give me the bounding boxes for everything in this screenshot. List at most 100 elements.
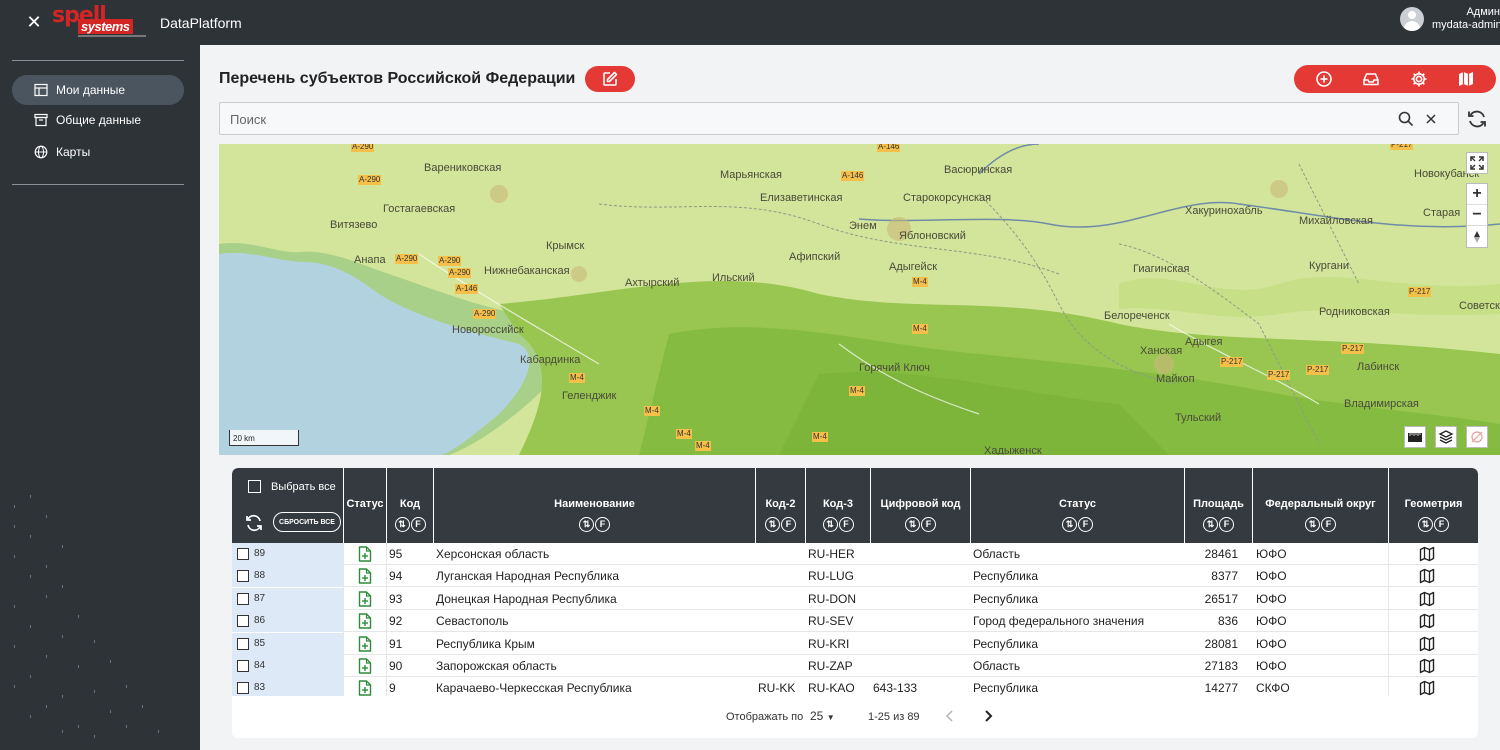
row-checkbox[interactable]: [237, 548, 249, 560]
reset-north-button[interactable]: [1467, 226, 1487, 247]
filter-icon[interactable]: F: [595, 517, 610, 532]
column-header-status[interactable]: Статус ⇅ F: [970, 468, 1184, 543]
avatar[interactable]: [1400, 7, 1424, 31]
sort-icon[interactable]: ⇅: [1305, 517, 1320, 532]
column-header-federal-district[interactable]: Федеральный округ ⇅ F: [1252, 468, 1388, 543]
filter-icon[interactable]: F: [838, 517, 854, 532]
select-all-checkbox[interactable]: [248, 480, 261, 493]
user-menu[interactable]: Админ mydata-admin: [1400, 6, 1500, 32]
reset-all-button[interactable]: СБРОСИТЬ ВСЕ: [273, 512, 341, 532]
cell-code3: RU-LUG: [808, 569, 855, 584]
table-row[interactable]: 85 91 Республика Крым RU-KRI Республика 28081…: [232, 632, 1478, 655]
row-checkbox[interactable]: [237, 637, 249, 650]
map-icon[interactable]: [1419, 658, 1435, 674]
table-row[interactable]: 84 90 Запорожская область RU-ZAP Область 2718…: [232, 655, 1478, 677]
clear-icon[interactable]: [1422, 110, 1440, 128]
inbox-button[interactable]: [1356, 66, 1386, 92]
page-size-select[interactable]: 25 ▼: [810, 709, 835, 723]
layers-button[interactable]: [1435, 426, 1457, 448]
column-header-area[interactable]: Площадь ⇅ F: [1184, 468, 1252, 543]
column-header-code3[interactable]: Код-3 ⇅ F: [805, 468, 870, 543]
map-icon[interactable]: [1419, 546, 1435, 562]
table-row[interactable]: 87 93 Донецкая Народная Республика RU-DON Ре…: [232, 587, 1478, 610]
sort-icon[interactable]: ⇅: [1203, 517, 1218, 532]
filter-icon[interactable]: F: [1078, 517, 1093, 532]
table-row[interactable]: 86 92 Севастополь RU-SEV Город федерального …: [232, 610, 1478, 633]
refresh-icon[interactable]: [1466, 108, 1488, 130]
sort-icon[interactable]: ⇅: [579, 517, 594, 532]
row-checkbox[interactable]: [237, 660, 249, 672]
row-checkbox[interactable]: [237, 682, 249, 695]
column-header-code[interactable]: Код ⇅ F: [386, 468, 433, 543]
filter-icon[interactable]: F: [781, 517, 796, 532]
sort-icon[interactable]: ⇅: [1062, 517, 1077, 532]
cell-status: Область: [973, 547, 1021, 561]
sort-icon[interactable]: ⇅: [905, 517, 920, 532]
fullscreen-button[interactable]: [1466, 152, 1488, 174]
map-icon[interactable]: [1419, 591, 1435, 607]
filter-icon[interactable]: F: [1434, 517, 1449, 532]
map-icon[interactable]: [1419, 636, 1435, 652]
sidebar-item-shared-data[interactable]: Общие данные: [12, 105, 184, 135]
column-header-code2[interactable]: Код-2 ⇅ F: [755, 468, 805, 543]
close-icon[interactable]: ✕: [26, 12, 42, 32]
column-header-status-icon[interactable]: Статус: [343, 468, 386, 543]
map-view[interactable]: Варениковская Гостагаевская Витязево Ана…: [219, 144, 1500, 455]
zoom-out-button[interactable]: −: [1467, 205, 1487, 226]
row-select-cell: [232, 677, 343, 700]
add-button[interactable]: [1309, 66, 1339, 92]
column-header-digital-code[interactable]: Цифровой код ⇅ F: [870, 468, 970, 543]
search-input[interactable]: [230, 109, 1380, 129]
filter-icon[interactable]: F: [1321, 517, 1336, 532]
row-checkbox[interactable]: [237, 592, 249, 605]
next-page-button[interactable]: [978, 706, 998, 726]
map-label: Советская: [1459, 300, 1500, 312]
sort-icon[interactable]: ⇅: [394, 517, 410, 532]
filter-icon[interactable]: F: [921, 517, 936, 532]
settings-button[interactable]: [1404, 66, 1434, 92]
file-add-icon[interactable]: [358, 591, 372, 607]
road-label: A-290: [438, 256, 462, 266]
file-add-icon[interactable]: [358, 546, 372, 562]
sort-icon[interactable]: ⇅: [822, 517, 838, 532]
row-checkbox[interactable]: [237, 570, 249, 583]
table-row[interactable]: 89 95 Херсонская область RU-HER Область 28461…: [232, 543, 1478, 565]
sidebar-item-my-data[interactable]: Мои данные: [12, 75, 184, 105]
search-icon[interactable]: [1397, 110, 1415, 128]
cell-name: Луганская Народная Республика: [436, 569, 620, 584]
measure-button[interactable]: [1404, 426, 1426, 448]
column-header-name[interactable]: Наименование ⇅ F: [433, 468, 755, 543]
cell-area: 27183: [1204, 659, 1238, 673]
filter-icon[interactable]: F: [1219, 517, 1234, 532]
prev-page-button[interactable]: [940, 706, 960, 726]
file-add-icon[interactable]: [358, 658, 372, 674]
road-label: M-4: [912, 277, 928, 287]
map-button[interactable]: [1451, 66, 1481, 92]
sort-icon[interactable]: ⇅: [765, 517, 780, 532]
page-range: 1-25 из 89: [868, 711, 920, 723]
sidebar-item-maps[interactable]: Карты: [12, 137, 184, 167]
map-icon[interactable]: [1419, 613, 1435, 629]
file-add-icon[interactable]: [358, 680, 372, 697]
zoom-in-button[interactable]: +: [1467, 184, 1487, 205]
file-add-icon[interactable]: [358, 613, 372, 629]
map-terrain: [219, 144, 1500, 455]
table-row[interactable]: 88 94 Луганская Народная Республика RU-LUG Р…: [232, 565, 1478, 588]
map-icon[interactable]: [1419, 680, 1435, 696]
cell-code: 93: [389, 591, 403, 606]
file-add-icon[interactable]: [358, 568, 372, 585]
column-label: Геометрия: [1404, 498, 1463, 510]
filter-icon[interactable]: F: [410, 517, 426, 532]
cell-status: Город федерального значения: [973, 614, 1145, 629]
road-label: P-217: [1390, 144, 1414, 150]
refresh-icon[interactable]: [244, 513, 264, 533]
map-icon[interactable]: [1419, 568, 1435, 584]
location-off-button[interactable]: [1466, 426, 1488, 448]
search-bar: [219, 102, 1459, 135]
file-add-icon[interactable]: [358, 635, 372, 652]
row-checkbox[interactable]: [237, 615, 249, 628]
sort-icon[interactable]: ⇅: [1418, 517, 1433, 532]
column-header-geometry[interactable]: Геометрия ⇅ F: [1388, 468, 1478, 543]
edit-button[interactable]: [585, 66, 635, 92]
select-all[interactable]: Выбрать все: [248, 480, 336, 493]
